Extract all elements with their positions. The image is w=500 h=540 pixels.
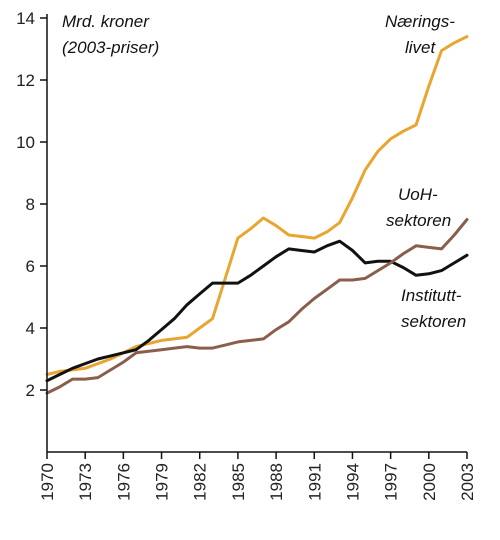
y-tick-label: 6 (26, 257, 35, 276)
x-tick-label: 1997 (382, 463, 401, 501)
y-tick-label: 12 (16, 71, 35, 90)
x-tick-label: 1970 (38, 463, 57, 501)
series-label-uoh-line1: UoH- (398, 185, 438, 204)
x-tick-label: 1982 (191, 463, 210, 501)
axes (46, 14, 467, 453)
y-tick-label: 2 (26, 381, 35, 400)
y-tick-label: 8 (26, 195, 35, 214)
x-tick-label: 1994 (343, 463, 362, 501)
series-label-instituttsektoren-line2: sektoren (401, 312, 466, 331)
y-tick-label: 10 (16, 133, 35, 152)
series-label-instituttsektoren-line1: Institutt- (401, 286, 462, 305)
x-tick-label: 2003 (458, 463, 477, 501)
x-tick-label: 1988 (267, 463, 286, 501)
series-label-naeringslivet-line2: livet (405, 38, 437, 57)
units-label-line1: Mrd. kroner (62, 12, 150, 31)
x-tick-label: 1976 (114, 463, 133, 501)
units-label-line2: (2003-priser) (62, 38, 159, 57)
x-tick-label: 1973 (76, 463, 95, 501)
series-layer (45, 35, 469, 395)
series-line-uoh (45, 239, 469, 383)
series-label-naeringslivet-line1: Nærings- (385, 12, 455, 31)
series-line-instituttsektoren (45, 218, 469, 395)
series-label-uoh-line2: sektoren (386, 211, 451, 230)
x-tick-label: 1991 (305, 463, 324, 501)
y-tick-label: 14 (16, 9, 35, 28)
series-line-naeringslivet (45, 35, 469, 376)
x-tick-label: 1985 (229, 463, 248, 501)
y-tick-label: 4 (26, 319, 35, 338)
ticks: 2 4 6 8 10 12 14 1970 1973 1976 1979 1982 1985 1988 19… (16, 9, 477, 501)
x-tick-label: 2000 (420, 463, 439, 501)
x-tick-label: 1979 (153, 463, 172, 501)
